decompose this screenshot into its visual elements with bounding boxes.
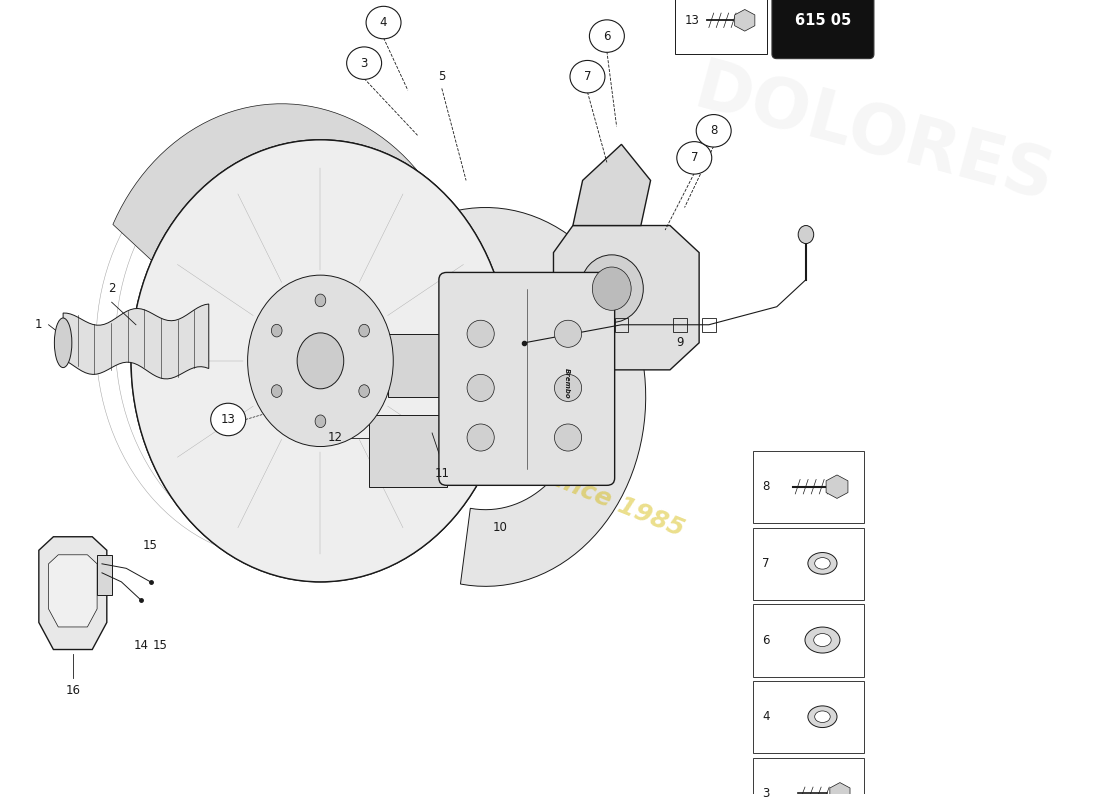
Polygon shape [63, 304, 209, 379]
Text: 615 05: 615 05 [795, 13, 851, 28]
FancyBboxPatch shape [772, 0, 873, 58]
Polygon shape [573, 144, 650, 226]
Ellipse shape [315, 294, 326, 306]
Ellipse shape [805, 627, 840, 653]
Bar [752, 681, 865, 754]
Text: 13: 13 [684, 14, 700, 26]
Text: 15: 15 [153, 638, 167, 651]
Bar [752, 451, 865, 523]
Text: 2: 2 [108, 282, 115, 295]
Circle shape [676, 142, 712, 174]
Polygon shape [368, 415, 447, 487]
Ellipse shape [54, 318, 72, 368]
Circle shape [590, 20, 625, 52]
Ellipse shape [315, 415, 326, 427]
Text: 10: 10 [493, 522, 507, 534]
Text: 4: 4 [762, 710, 770, 723]
Circle shape [696, 114, 732, 147]
Polygon shape [48, 554, 97, 627]
Circle shape [211, 403, 245, 436]
Ellipse shape [468, 374, 494, 402]
FancyBboxPatch shape [439, 273, 615, 486]
Text: 7: 7 [762, 557, 770, 570]
Text: 14: 14 [133, 638, 148, 651]
Ellipse shape [359, 385, 370, 398]
Text: 16: 16 [65, 684, 80, 697]
Ellipse shape [807, 706, 837, 727]
Bar [702, 318, 716, 332]
Polygon shape [39, 537, 107, 650]
Text: DOLORES: DOLORES [688, 55, 1060, 215]
Text: 3: 3 [762, 787, 770, 800]
Ellipse shape [272, 324, 282, 337]
Ellipse shape [554, 424, 582, 451]
Ellipse shape [272, 385, 282, 398]
Ellipse shape [580, 255, 644, 322]
Text: Brembo: Brembo [564, 367, 570, 398]
Bar [673, 318, 686, 332]
Ellipse shape [815, 558, 830, 569]
Ellipse shape [131, 140, 509, 582]
Ellipse shape [359, 324, 370, 337]
Text: 7: 7 [691, 151, 698, 164]
Ellipse shape [297, 333, 343, 389]
Text: 12: 12 [328, 431, 342, 444]
Ellipse shape [807, 553, 837, 574]
Text: 15: 15 [143, 539, 158, 552]
Polygon shape [388, 334, 456, 397]
Circle shape [346, 47, 382, 79]
Ellipse shape [468, 424, 494, 451]
Ellipse shape [468, 320, 494, 347]
Polygon shape [356, 207, 646, 586]
Bar [615, 318, 628, 332]
Bar [752, 758, 865, 800]
Ellipse shape [131, 140, 509, 582]
Text: 6: 6 [603, 30, 611, 42]
Text: 13: 13 [221, 413, 235, 426]
Bar [752, 528, 865, 600]
Text: 6: 6 [762, 634, 770, 646]
Ellipse shape [248, 275, 394, 446]
Polygon shape [113, 104, 490, 261]
Circle shape [570, 61, 605, 93]
Ellipse shape [554, 374, 582, 402]
Ellipse shape [815, 711, 830, 722]
Circle shape [366, 6, 402, 38]
Bar [675, 0, 767, 54]
Text: 9: 9 [676, 336, 683, 350]
Text: 4: 4 [379, 16, 387, 29]
Text: 3: 3 [361, 57, 367, 70]
Text: a passion for parts since 1985: a passion for parts since 1985 [284, 360, 688, 542]
Text: 11: 11 [434, 467, 449, 480]
Polygon shape [553, 226, 700, 370]
Text: 8: 8 [762, 480, 770, 493]
Text: 8: 8 [710, 124, 717, 138]
Text: 7: 7 [584, 70, 591, 83]
Bar [752, 605, 865, 677]
Text: 5: 5 [438, 70, 446, 83]
Ellipse shape [554, 320, 582, 347]
Ellipse shape [799, 226, 814, 243]
Text: 1: 1 [35, 318, 43, 331]
Ellipse shape [592, 267, 631, 310]
Polygon shape [97, 554, 112, 595]
Ellipse shape [814, 634, 832, 646]
